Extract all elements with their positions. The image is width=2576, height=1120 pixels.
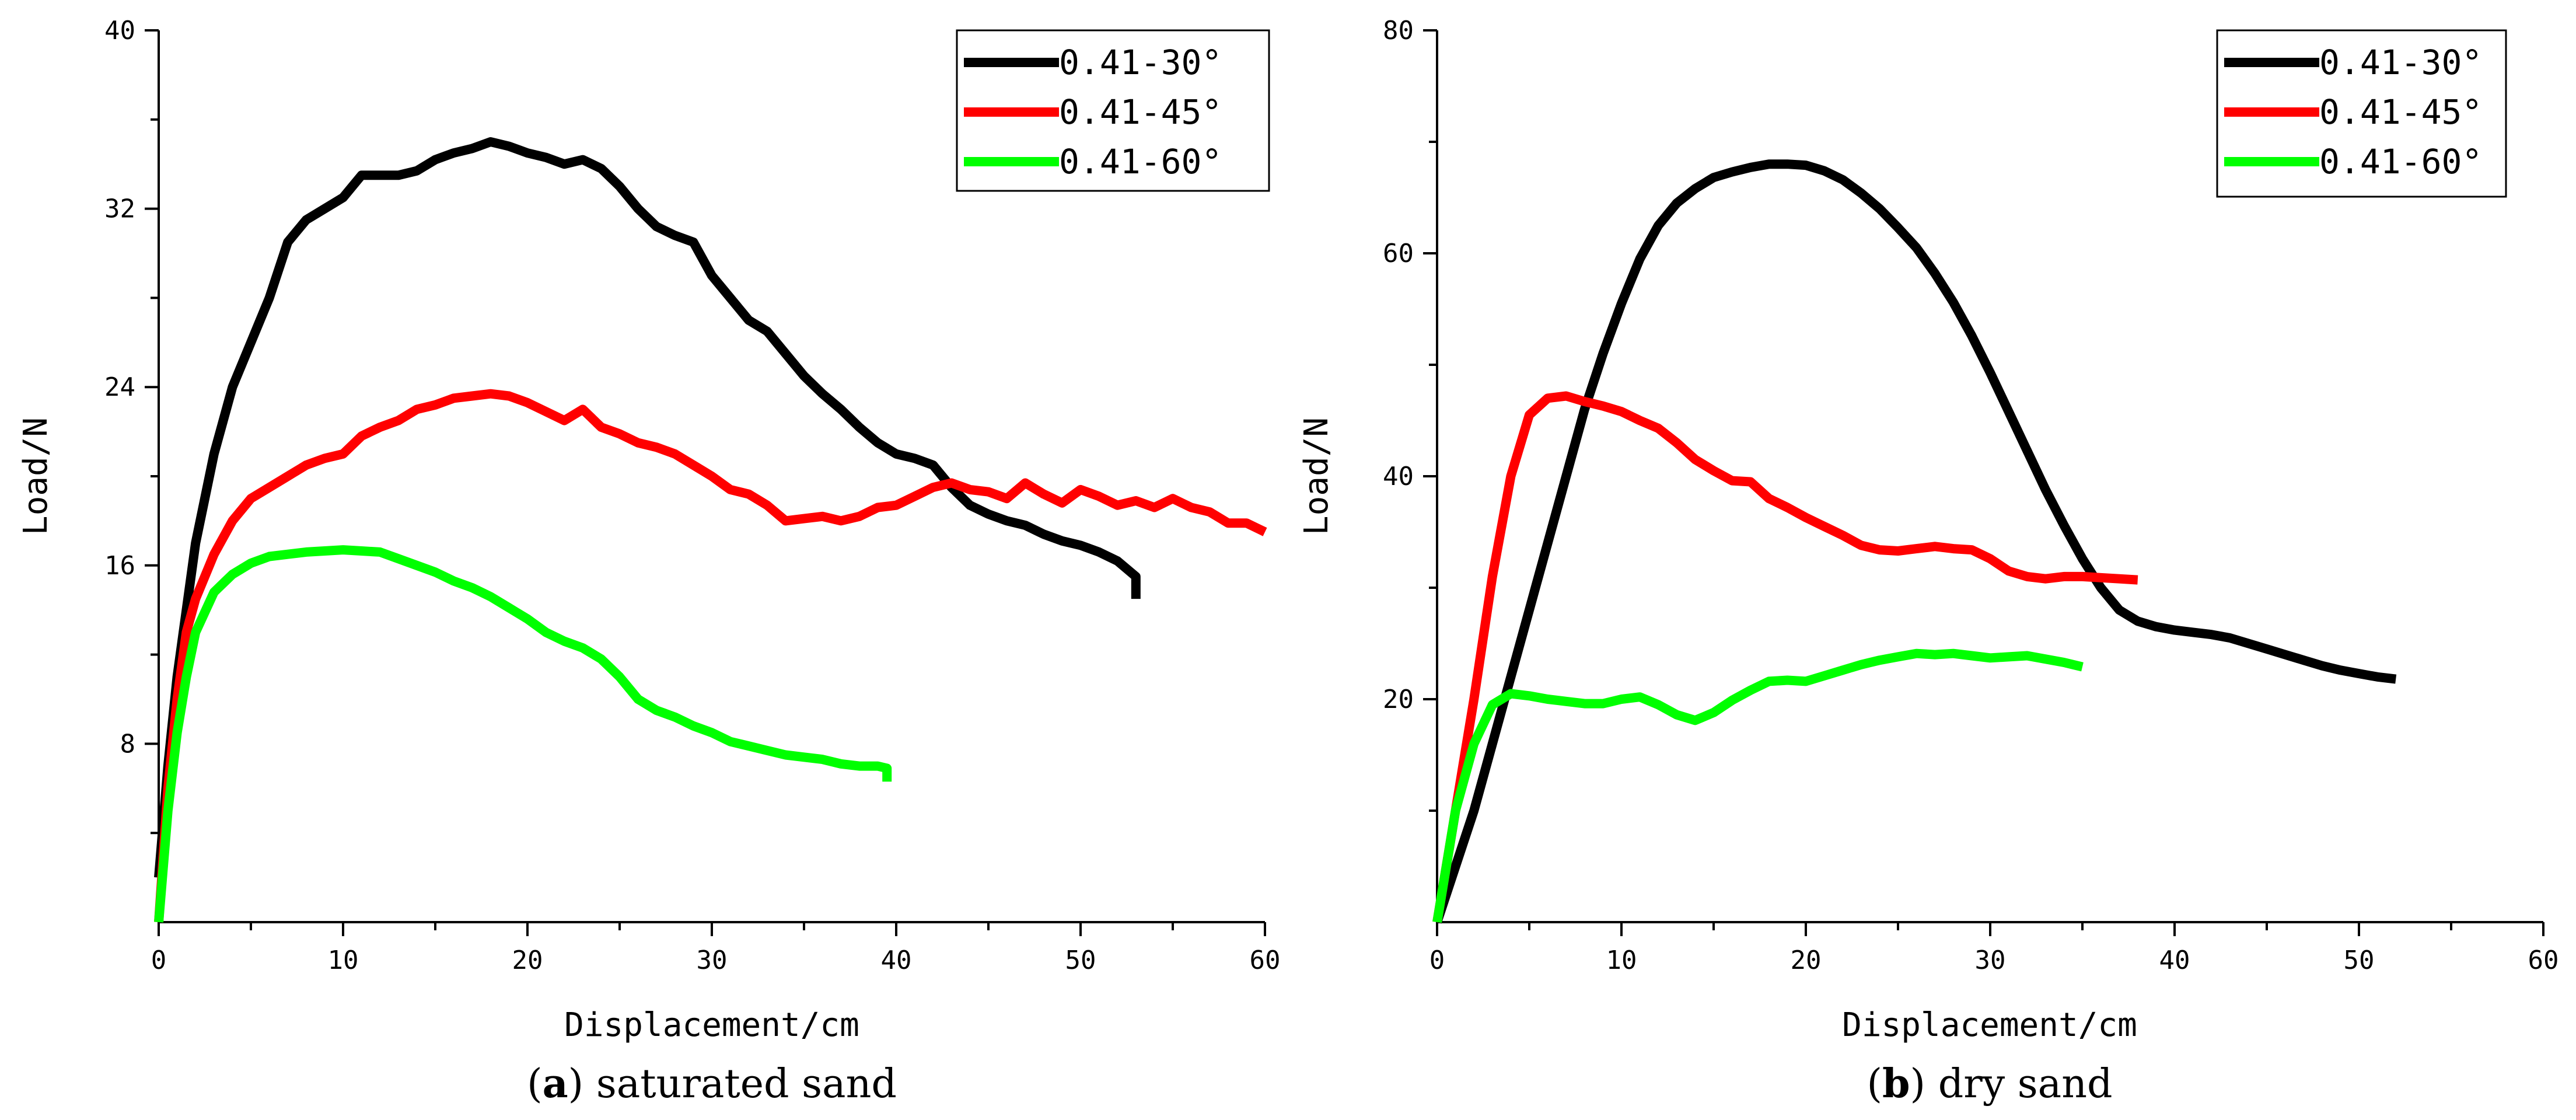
- caption-letter: b: [1882, 1060, 1910, 1107]
- series-line-1: [154, 137, 1141, 878]
- y-tick-label: 60: [1383, 239, 1414, 268]
- series-line-1: [1432, 159, 2397, 924]
- legend: 0.41-30° 0.41-45° 0.41-60°: [2216, 29, 2507, 198]
- caption-prefix: (: [527, 1061, 543, 1107]
- legend-label: 0.41-60°: [2319, 142, 2482, 182]
- x-tick-label: 0: [1429, 945, 1445, 975]
- x-tick-label: 30: [1975, 945, 2006, 975]
- panel-caption: (a) saturated sand: [527, 1060, 897, 1107]
- x-tick-label: 40: [2159, 945, 2190, 975]
- y-tick-label: 80: [1383, 16, 1414, 46]
- x-tick-label: 60: [2528, 945, 2559, 975]
- y-tick-label: 40: [1383, 462, 1414, 491]
- legend-label: 0.41-60°: [1059, 142, 1222, 182]
- x-tick-label: 50: [1065, 945, 1096, 975]
- y-tick-label: 32: [104, 194, 135, 224]
- legend-label: 0.41-30°: [2319, 43, 2482, 82]
- series-line-3: [154, 545, 892, 923]
- x-axis-title: Displacement/cm: [564, 1006, 859, 1044]
- x-tick-label: 10: [328, 945, 359, 975]
- caption-letter: a: [543, 1060, 568, 1107]
- chart-panel-a: 0 10 20 30 40 50 608162432400.41-30°0.41-45°0.…: [17, 16, 1280, 1107]
- x-tick-label: 10: [1606, 945, 1637, 975]
- x-tick-label: 60: [1250, 945, 1281, 975]
- y-tick-label: 24: [104, 372, 135, 402]
- chart-panel-b: 0 10 20 30 40 50 60204060800.41-30°0.41-45°0.4…: [1298, 16, 2558, 1107]
- legend-label: 0.41-45°: [1059, 92, 1222, 132]
- series-line-2: [154, 389, 1267, 923]
- x-tick-label: 30: [697, 945, 728, 975]
- x-tick-label: 20: [512, 945, 543, 975]
- panel-caption: (b) dry sand: [1867, 1060, 2112, 1107]
- caption-text: ) dry sand: [1910, 1061, 2113, 1107]
- series-line-2: [1432, 391, 2138, 923]
- x-tick-label: 40: [881, 945, 912, 975]
- caption-text: ) saturated sand: [568, 1061, 897, 1107]
- y-tick-label: 40: [104, 16, 135, 46]
- legend-label: 0.41-45°: [2319, 92, 2482, 132]
- y-tick-label: 16: [104, 551, 135, 581]
- y-axis-title: Load/N: [17, 417, 55, 535]
- x-tick-label: 20: [1791, 945, 1822, 975]
- y-tick-label: 8: [120, 729, 136, 759]
- y-axis-title: Load/N: [1298, 417, 1336, 535]
- series-line-3: [1432, 648, 2084, 923]
- x-tick-label: 0: [151, 945, 167, 975]
- legend: 0.41-30° 0.41-45° 0.41-60°: [956, 29, 1270, 192]
- x-tick-label: 50: [2344, 945, 2375, 975]
- y-tick-label: 20: [1383, 685, 1414, 714]
- caption-prefix: (: [1867, 1061, 1882, 1107]
- legend-label: 0.41-30°: [1059, 43, 1222, 82]
- x-axis-title: Displacement/cm: [1842, 1006, 2137, 1044]
